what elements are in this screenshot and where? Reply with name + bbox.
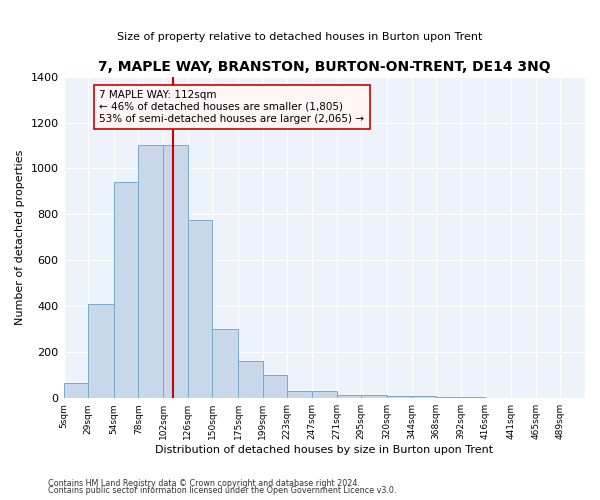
- Bar: [287, 392, 312, 398]
- Bar: [163, 146, 188, 398]
- Bar: [238, 362, 263, 398]
- Bar: [436, 397, 461, 398]
- Bar: [312, 392, 337, 398]
- X-axis label: Distribution of detached houses by size in Burton upon Trent: Distribution of detached houses by size …: [155, 445, 493, 455]
- Text: Size of property relative to detached houses in Burton upon Trent: Size of property relative to detached ho…: [118, 32, 482, 42]
- Bar: [387, 396, 412, 398]
- Text: Contains HM Land Registry data © Crown copyright and database right 2024.: Contains HM Land Registry data © Crown c…: [48, 478, 360, 488]
- Bar: [337, 395, 361, 398]
- Bar: [88, 304, 114, 398]
- Bar: [188, 220, 212, 398]
- Bar: [412, 396, 436, 398]
- Bar: [64, 384, 88, 398]
- Title: 7, MAPLE WAY, BRANSTON, BURTON-ON-TRENT, DE14 3NQ: 7, MAPLE WAY, BRANSTON, BURTON-ON-TRENT,…: [98, 60, 551, 74]
- Text: Contains public sector information licensed under the Open Government Licence v3: Contains public sector information licen…: [48, 486, 397, 495]
- Bar: [461, 397, 485, 398]
- Bar: [212, 330, 238, 398]
- Bar: [361, 395, 387, 398]
- Y-axis label: Number of detached properties: Number of detached properties: [15, 150, 25, 325]
- Text: 7 MAPLE WAY: 112sqm
← 46% of detached houses are smaller (1,805)
53% of semi-det: 7 MAPLE WAY: 112sqm ← 46% of detached ho…: [100, 90, 364, 124]
- Bar: [263, 375, 287, 398]
- Bar: [114, 182, 139, 398]
- Bar: [139, 146, 163, 398]
